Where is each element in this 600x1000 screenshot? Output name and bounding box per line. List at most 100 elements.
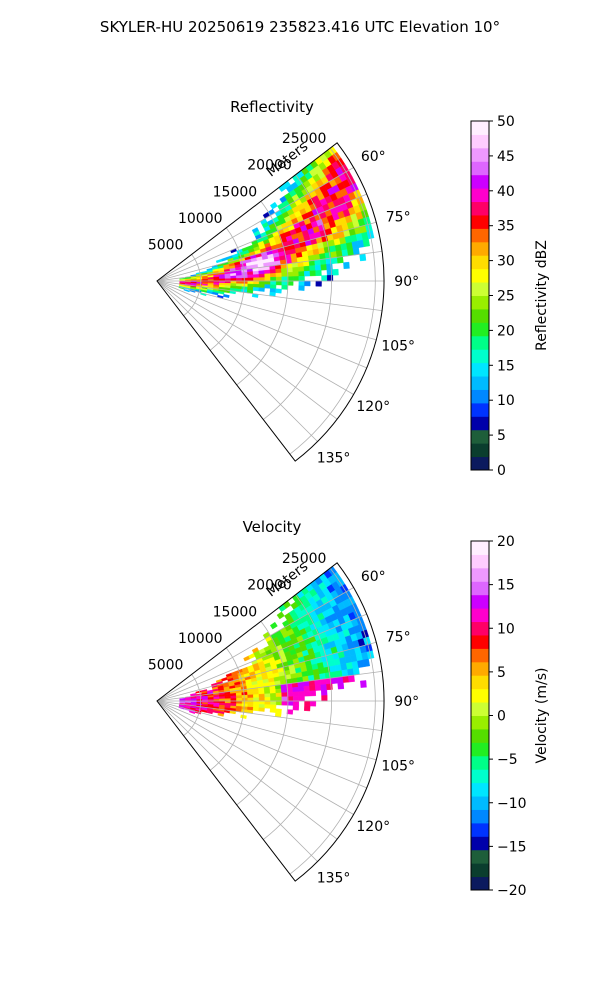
radial-tick-label: 15000 xyxy=(213,184,258,200)
colorbar-swatch xyxy=(471,147,489,162)
echo-cell xyxy=(335,670,343,678)
echo-cell xyxy=(264,689,271,695)
colorbar-swatch xyxy=(471,796,489,810)
azimuth-gridline xyxy=(156,280,383,312)
azimuth-tick-label: 60° xyxy=(361,149,386,165)
range-gridline xyxy=(289,567,376,875)
echo-cell xyxy=(264,697,271,702)
colorbar-swatch xyxy=(471,255,489,270)
echo-cell xyxy=(247,694,254,699)
echo-cell xyxy=(320,684,328,691)
colorbar-swatch xyxy=(471,769,489,784)
echo-cell xyxy=(253,703,260,708)
echo-cell xyxy=(253,283,260,288)
echo-cell xyxy=(236,698,243,702)
azimuth-gridline xyxy=(156,641,377,702)
echo-cell xyxy=(275,268,282,274)
echo-cell xyxy=(303,265,311,272)
echo-cell xyxy=(320,264,328,271)
echo-cell xyxy=(281,696,288,702)
azimuth-gridline xyxy=(156,587,354,702)
echo-cell xyxy=(281,267,288,274)
echo-cell xyxy=(275,700,283,706)
velocity-colorbar: −20 −15 −10 −5 0 5 10 15 20 Velocity (m/s) xyxy=(470,534,550,899)
echo-cell xyxy=(258,697,266,702)
echo-cell xyxy=(337,682,345,690)
colorbar-swatch xyxy=(471,621,489,636)
echo-cell xyxy=(304,690,311,697)
echo-cell xyxy=(241,274,248,279)
echo-cell xyxy=(360,680,367,688)
echo-cell xyxy=(241,277,249,282)
colorbar-swatch xyxy=(471,809,489,824)
echo-cell xyxy=(258,707,265,712)
echo-cell xyxy=(286,709,294,715)
range-gridline xyxy=(183,254,201,316)
colorbar-swatch xyxy=(471,742,489,757)
echo-field xyxy=(178,565,375,719)
echo-cell xyxy=(252,707,260,712)
azimuth-tick-label: 120° xyxy=(356,399,390,415)
echo-cell xyxy=(281,272,288,278)
azimuth-gridline xyxy=(156,193,367,282)
azimuth-tick-label: 60° xyxy=(361,569,386,585)
colorbar-swatch xyxy=(471,322,489,337)
echo-cell xyxy=(258,284,265,289)
range-gridline xyxy=(236,621,289,806)
echo-cell xyxy=(341,669,349,677)
colorbar-swatch xyxy=(471,581,489,596)
echo-cell xyxy=(298,691,305,697)
colorbar-swatch xyxy=(471,822,489,837)
echo-cell xyxy=(298,280,305,287)
echo-cell xyxy=(348,674,355,683)
echo-cell xyxy=(269,708,277,713)
colorbar-swatch xyxy=(471,174,489,189)
colorbar-swatch xyxy=(471,634,489,649)
azimuth-tick-label: 120° xyxy=(356,819,390,835)
polar-grid xyxy=(156,147,384,455)
echo-cell xyxy=(241,280,249,285)
echo-cell xyxy=(321,275,328,282)
range-gridline xyxy=(209,647,245,771)
echo-cell xyxy=(304,280,311,287)
azimuth-tick-label: 105° xyxy=(381,759,415,775)
echo-cell xyxy=(315,280,322,287)
azimuth-tick-label: 75° xyxy=(386,209,411,225)
echo-cell xyxy=(298,285,305,291)
echo-cell xyxy=(314,684,322,691)
colorbar-swatch xyxy=(471,121,489,135)
azimuth-gridline xyxy=(156,221,377,282)
echo-cell xyxy=(335,250,343,258)
echo-cell xyxy=(298,271,305,277)
echo-cell xyxy=(258,280,266,285)
echo-cell xyxy=(309,690,317,697)
colorbar-swatch xyxy=(471,608,489,623)
colorbar-tick-label: 10 xyxy=(497,621,515,637)
echo-cell xyxy=(241,700,249,705)
echo-cell xyxy=(258,273,265,278)
radial-tick-label: 25000 xyxy=(282,131,327,147)
echo-cell xyxy=(264,269,271,275)
colorbar-swatch xyxy=(471,836,489,851)
echo-cell xyxy=(247,271,254,276)
colorbar-swatch xyxy=(471,416,489,431)
echo-cell xyxy=(264,280,271,285)
echo-cell xyxy=(304,705,311,712)
echo-cell xyxy=(219,696,226,700)
echo-cell xyxy=(292,691,300,697)
colorbar-swatch xyxy=(471,214,489,229)
echo-cell xyxy=(314,264,322,271)
echo-cell xyxy=(183,288,190,293)
echo-cell xyxy=(236,280,243,284)
colorbar-swatch xyxy=(471,755,489,770)
echo-cell xyxy=(224,275,231,279)
azimuth-gridline xyxy=(156,700,377,761)
colorbar-tick-label: 30 xyxy=(497,254,515,270)
colorbar-tick-label: 45 xyxy=(497,149,515,165)
range-gridline xyxy=(183,674,201,736)
echo-cell xyxy=(236,278,243,282)
azimuth-gridline xyxy=(156,613,367,702)
azimuth-tick-label: 75° xyxy=(386,629,411,645)
echo-cell xyxy=(275,272,282,278)
